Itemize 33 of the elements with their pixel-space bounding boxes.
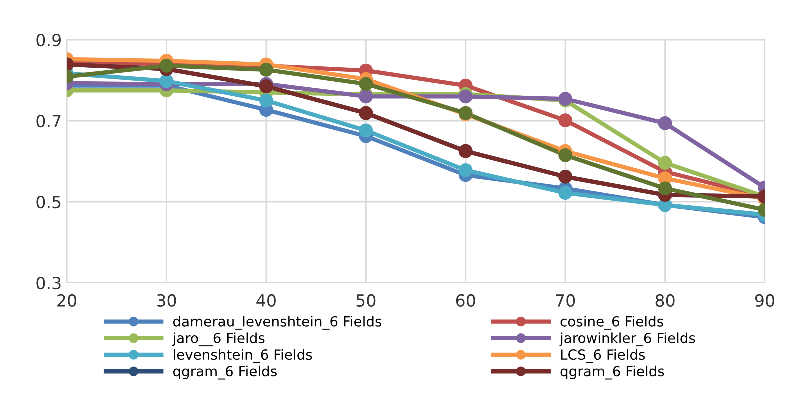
- point: [658, 116, 672, 130]
- legend-label: LCS_6 Fields: [561, 349, 646, 364]
- point: [259, 63, 274, 77]
- x-tick-label: 40: [256, 294, 276, 308]
- y-tick-label: 0.7: [36, 114, 61, 128]
- point: [558, 148, 573, 162]
- point: [259, 94, 274, 108]
- point: [458, 90, 473, 104]
- point: [359, 77, 374, 92]
- point: [658, 156, 672, 170]
- x-tick-label: 20: [58, 294, 76, 308]
- x-tick-label: 90: [755, 294, 774, 308]
- point: [558, 186, 573, 200]
- point: [160, 74, 174, 88]
- point: [359, 124, 374, 138]
- x-tick-label: 70: [556, 294, 576, 308]
- legend-label: damerau_levenshtein_6 Fields: [173, 316, 382, 330]
- y-tick-label: 0.5: [36, 196, 61, 209]
- point: [558, 114, 573, 128]
- x-tick-label: 60: [456, 294, 476, 308]
- y-tick-label: 0.9: [36, 34, 61, 47]
- legend-label: jarowinkler_6 Fields: [560, 332, 696, 347]
- x-tick-label: 80: [656, 294, 675, 308]
- legend-label: qgram_6 Fields: [560, 366, 664, 380]
- point: [658, 182, 672, 196]
- x-tick-label: 30: [157, 294, 176, 308]
- legend-label: jaro__6 Fields: [172, 332, 265, 347]
- legend-label: cosine_6 Fields: [560, 316, 664, 330]
- x-tick-label: 50: [356, 294, 376, 308]
- legend-label: levenshtein_6 Fields: [174, 349, 312, 364]
- point: [458, 163, 473, 178]
- y-tick-label: 0.3: [36, 276, 61, 290]
- legend-label: qgram_6 Fields: [173, 366, 277, 380]
